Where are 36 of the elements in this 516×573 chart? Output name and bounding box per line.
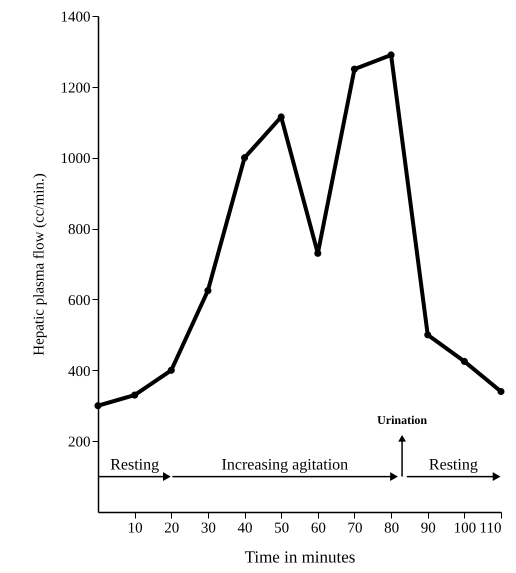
x-tick-label: 110 xyxy=(480,520,502,536)
y-tick-label: 600 xyxy=(68,292,90,309)
x-tick-label: 50 xyxy=(274,520,290,536)
y-tick-label: 1000 xyxy=(60,151,90,168)
y-tick-label: 200 xyxy=(68,434,90,451)
point xyxy=(314,250,322,257)
x-axis-title: Time in minutes xyxy=(244,548,356,566)
x-tick-label: 80 xyxy=(384,520,400,536)
point xyxy=(388,51,395,58)
annotation: Resting xyxy=(428,456,478,474)
x-tick-label: 70 xyxy=(347,520,362,536)
point xyxy=(497,388,505,396)
annotation: Urination xyxy=(377,413,428,428)
y-tick-label: 1400 xyxy=(60,10,90,26)
point xyxy=(460,358,468,365)
point xyxy=(278,113,285,120)
x-tick-label: 20 xyxy=(164,520,180,536)
annotation: Increasing agitation xyxy=(222,456,348,474)
point xyxy=(168,366,175,374)
point xyxy=(131,392,138,399)
annotation: Resting xyxy=(110,456,160,474)
x-tick-label: 90 xyxy=(420,520,436,536)
x-tick-label: 30 xyxy=(200,520,216,536)
x-tick-label: 60 xyxy=(310,520,326,536)
point xyxy=(241,154,248,162)
point xyxy=(94,402,102,410)
y-tick-label: 1200 xyxy=(60,80,90,96)
point xyxy=(204,287,212,294)
x-tick-label: 10 xyxy=(128,520,143,536)
x-tick-label: 40 xyxy=(238,520,253,536)
y-tick-label: 800 xyxy=(68,222,90,238)
point xyxy=(350,66,358,73)
point xyxy=(424,331,432,338)
y-axis-title: Hepatic plasma flow (cc/min.) xyxy=(32,173,48,356)
y-tick-label: 400 xyxy=(68,364,90,380)
x-tick-label: 100 xyxy=(454,520,476,536)
